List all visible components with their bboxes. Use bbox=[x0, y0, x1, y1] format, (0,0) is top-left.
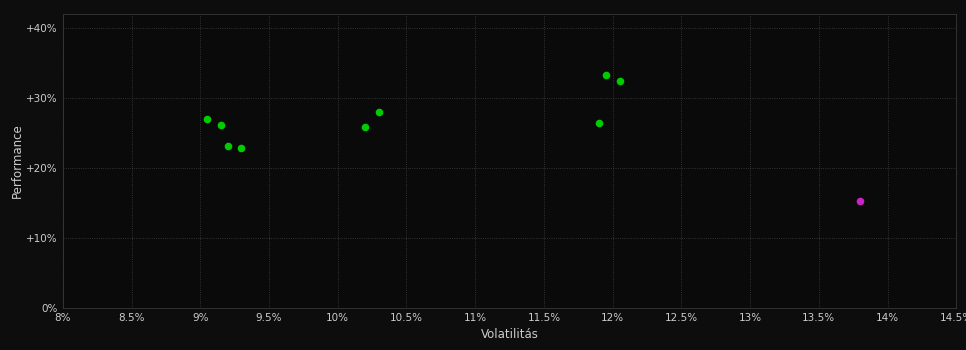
Point bbox=[371, 109, 386, 115]
Point bbox=[234, 146, 249, 151]
Point bbox=[213, 122, 229, 127]
X-axis label: Volatilitás: Volatilitás bbox=[481, 328, 538, 341]
Y-axis label: Performance: Performance bbox=[11, 124, 23, 198]
Point bbox=[199, 116, 214, 122]
Point bbox=[598, 72, 613, 78]
Point bbox=[591, 120, 607, 125]
Point bbox=[357, 125, 373, 130]
Point bbox=[611, 78, 627, 83]
Point bbox=[220, 143, 236, 148]
Point bbox=[852, 198, 867, 204]
